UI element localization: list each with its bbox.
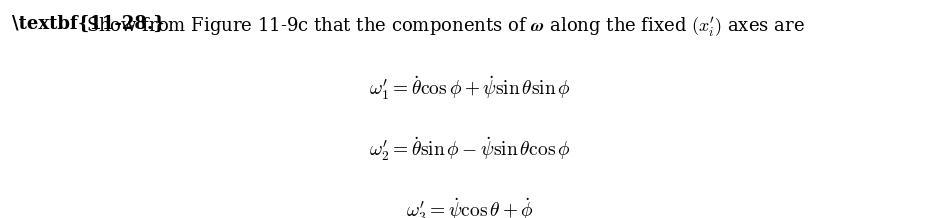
Text: $\omega_3' = \dot{\psi} \cos \theta + \dot{\phi}$: $\omega_3' = \dot{\psi} \cos \theta + \d…: [406, 196, 534, 218]
Text: $\omega_2' = \dot{\theta} \sin \phi - \dot{\psi} \sin \theta \cos \phi$: $\omega_2' = \dot{\theta} \sin \phi - \d…: [369, 135, 571, 163]
Text: Show from Figure 11-9c that the components of $\boldsymbol{\omega}$ along the fi: Show from Figure 11-9c that the componen…: [86, 15, 806, 39]
Text: $\omega_1' = \dot{\theta} \cos \phi + \dot{\psi} \sin \theta \sin \phi$: $\omega_1' = \dot{\theta} \cos \phi + \d…: [369, 74, 571, 102]
Text: \textbf{11-28.}: \textbf{11-28.}: [12, 15, 165, 33]
